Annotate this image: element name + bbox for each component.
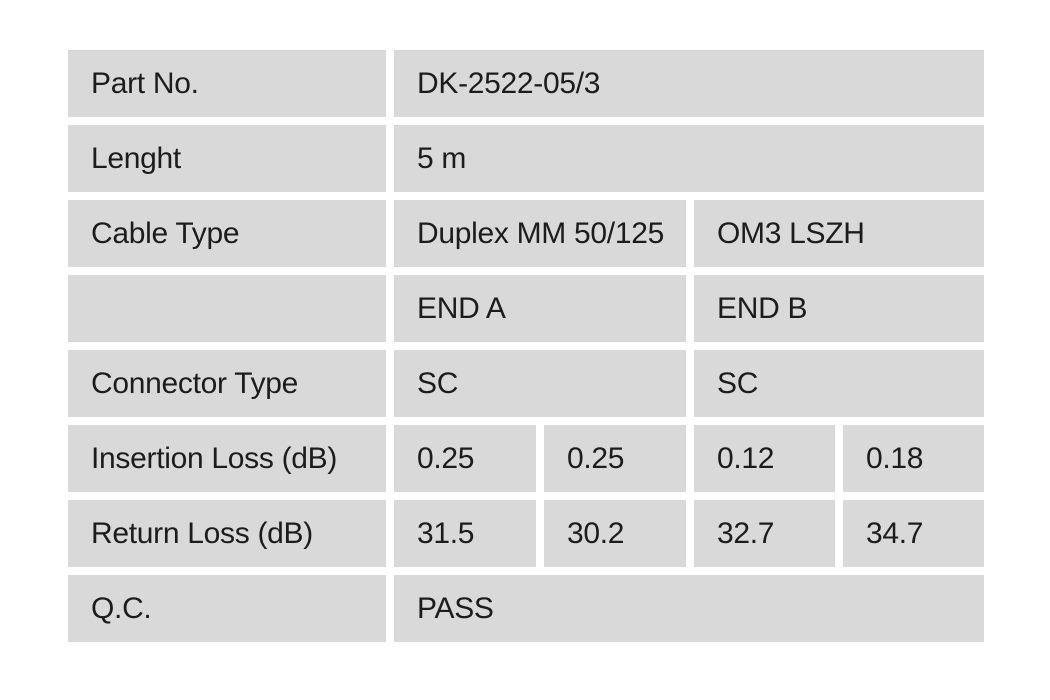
return-loss-end-a-2: 30.2 — [544, 500, 686, 567]
connector-type-label: Connector Type — [68, 350, 386, 417]
table-row: Cable Type Duplex MM 50/125 OM3 LSZH — [68, 200, 984, 267]
end-header-spacer — [68, 275, 386, 342]
end-a-header: END A — [394, 275, 686, 342]
specification-table-body: Part No. DK-2522-05/3 Lenght 5 m Cable Type D… — [68, 50, 984, 642]
insertion-loss-end-a-1: 0.25 — [394, 425, 536, 492]
qc-value: PASS — [394, 575, 984, 642]
connector-type-end-b: SC — [694, 350, 984, 417]
cable-type-value-2: OM3 LSZH — [694, 200, 984, 267]
table-row: Part No. DK-2522-05/3 — [68, 50, 984, 117]
table-row: END A END B — [68, 275, 984, 342]
insertion-loss-end-b-1: 0.12 — [694, 425, 835, 492]
end-b-header: END B — [694, 275, 984, 342]
insertion-loss-end-a-2: 0.25 — [544, 425, 686, 492]
part-no-value: DK-2522-05/3 — [394, 50, 984, 117]
return-loss-end-a-1: 31.5 — [394, 500, 536, 567]
cable-type-label: Cable Type — [68, 200, 386, 267]
return-loss-label: Return Loss (dB) — [68, 500, 386, 567]
table-row: Lenght 5 m — [68, 125, 984, 192]
connector-type-end-a: SC — [394, 350, 686, 417]
part-no-label: Part No. — [68, 50, 386, 117]
insertion-loss-end-b-2: 0.18 — [843, 425, 984, 492]
specification-table: Part No. DK-2522-05/3 Lenght 5 m Cable Type D… — [60, 42, 992, 650]
table-row: Return Loss (dB) 31.5 30.2 32.7 34.7 — [68, 500, 984, 567]
return-loss-end-b-1: 32.7 — [694, 500, 835, 567]
length-value: 5 m — [394, 125, 984, 192]
qc-label: Q.C. — [68, 575, 386, 642]
return-loss-end-b-2: 34.7 — [843, 500, 984, 567]
cable-type-value-1: Duplex MM 50/125 — [394, 200, 686, 267]
table-row: Q.C. PASS — [68, 575, 984, 642]
table-row: Connector Type SC SC — [68, 350, 984, 417]
table-row: Insertion Loss (dB) 0.25 0.25 0.12 0.18 — [68, 425, 984, 492]
length-label: Lenght — [68, 125, 386, 192]
insertion-loss-label: Insertion Loss (dB) — [68, 425, 386, 492]
